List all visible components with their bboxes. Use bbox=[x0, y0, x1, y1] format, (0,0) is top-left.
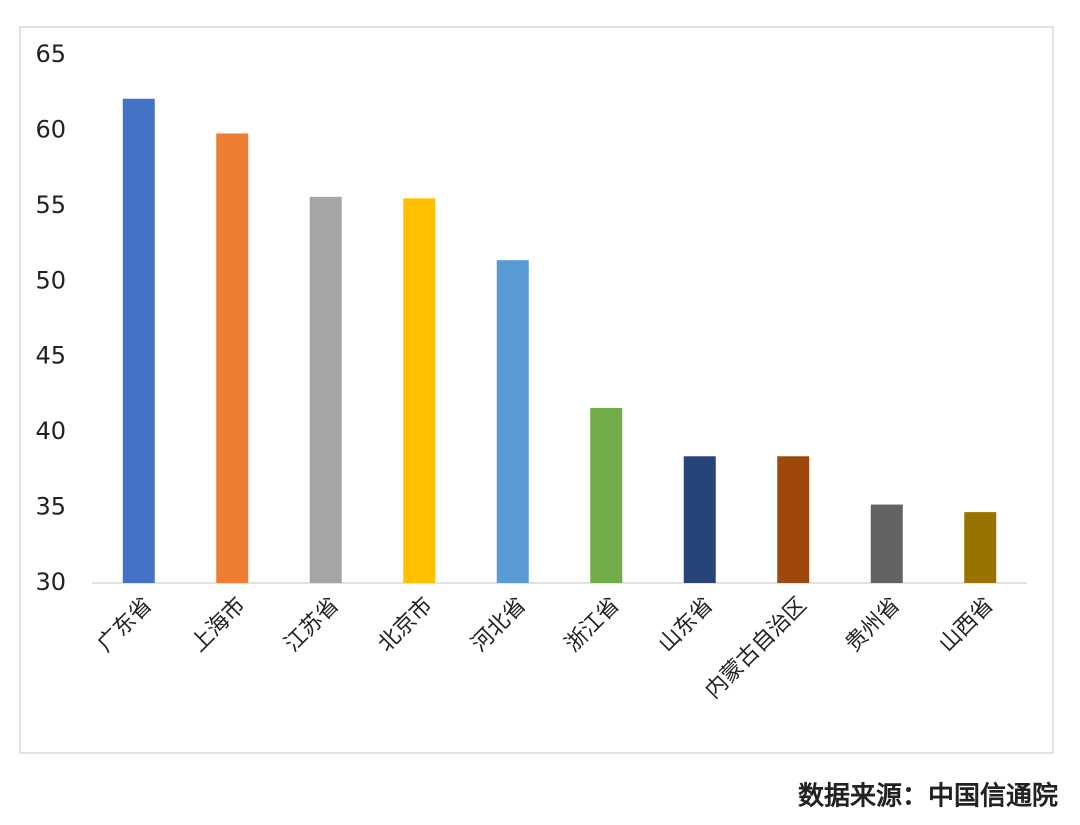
y-tick-label: 30 bbox=[35, 568, 66, 596]
y-tick-label: 55 bbox=[35, 191, 66, 219]
bar bbox=[964, 512, 997, 583]
y-tick-label: 35 bbox=[35, 493, 66, 521]
y-tick-label: 65 bbox=[35, 40, 66, 68]
bar bbox=[496, 260, 529, 583]
bar bbox=[122, 98, 155, 584]
bar bbox=[309, 196, 342, 583]
bar bbox=[777, 456, 810, 583]
source-note: 数据来源：中国信通院 bbox=[798, 781, 1058, 812]
y-tick-label: 45 bbox=[35, 342, 66, 370]
y-tick-label: 60 bbox=[35, 115, 66, 143]
y-tick-label: 40 bbox=[35, 417, 66, 445]
bar bbox=[216, 133, 249, 583]
bar bbox=[870, 504, 903, 583]
bar bbox=[683, 456, 716, 583]
y-tick-label: 50 bbox=[35, 266, 66, 294]
chart-frame bbox=[19, 26, 1054, 754]
bar bbox=[590, 408, 623, 583]
bar bbox=[403, 198, 436, 584]
